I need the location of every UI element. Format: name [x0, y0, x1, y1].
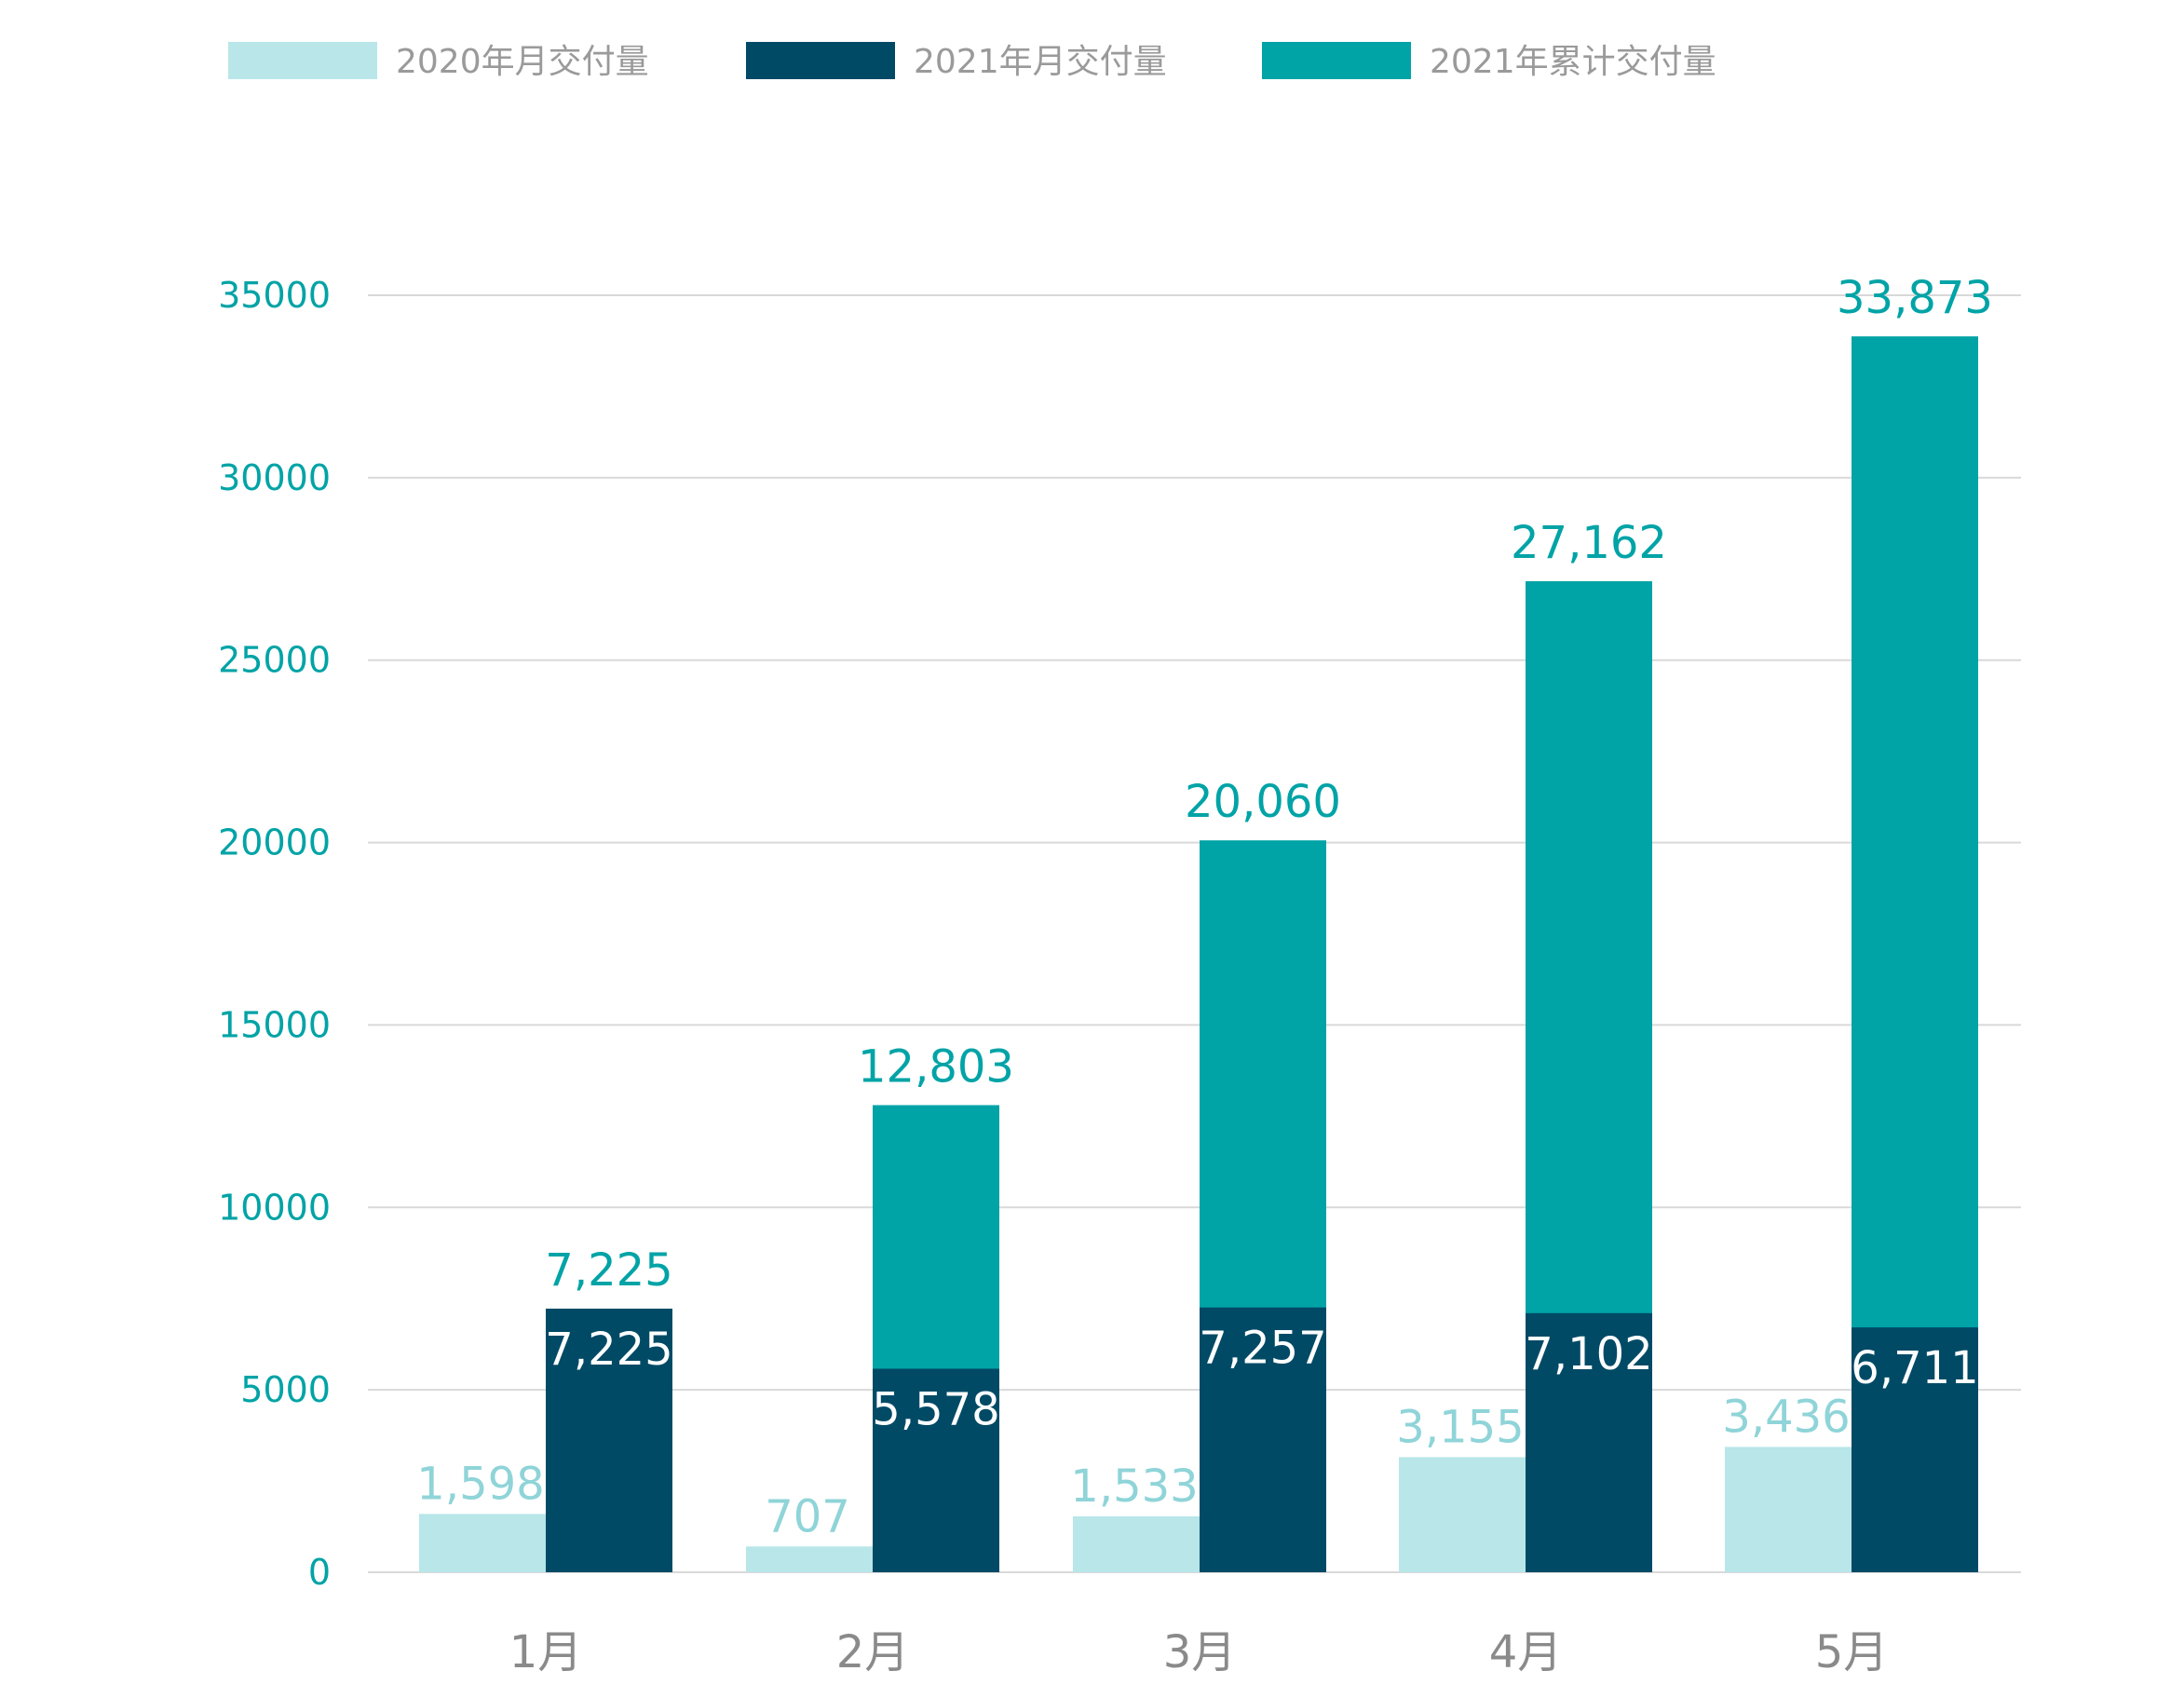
legend-swatch-2 — [746, 42, 895, 79]
y-tick-label-10000: 10000 — [218, 1187, 331, 1228]
bar-2020-2 — [746, 1546, 873, 1572]
label-2021-monthly-5: 6,711 — [1851, 1342, 1978, 1394]
y-tick-label-20000: 20000 — [218, 822, 331, 863]
label-2021-cumulative-2: 12,803 — [858, 1040, 1014, 1093]
label-2021-cumulative-3: 20,060 — [1185, 776, 1341, 828]
x-tick-label-1: 1月 — [509, 1626, 583, 1678]
bar-2021-monthly-3 — [1200, 1307, 1326, 1572]
legend-swatch-1 — [228, 42, 377, 79]
x-tick-label-2: 2月 — [836, 1626, 910, 1678]
bar-2021-monthly-4 — [1526, 1312, 1652, 1572]
label-2021-monthly-2: 5,578 — [872, 1384, 999, 1436]
x-tick-label-3: 3月 — [1163, 1626, 1237, 1678]
y-tick-label-30000: 30000 — [218, 457, 331, 498]
label-2020-5: 3,436 — [1722, 1391, 1850, 1443]
legend-swatch-3 — [1262, 42, 1411, 79]
x-axis: 1月 2月 3月 4月 5月 — [509, 1626, 1889, 1678]
legend-label-3: 2021年累计交付量 — [1430, 43, 1716, 81]
label-2020-1: 1,598 — [416, 1458, 544, 1510]
label-2021-cumulative-1: 7,225 — [545, 1244, 672, 1297]
bar-2020-3 — [1073, 1515, 1200, 1572]
label-2020-3: 1,533 — [1070, 1460, 1198, 1513]
y-tick-label-25000: 25000 — [218, 640, 331, 681]
x-tick-label-4: 4月 — [1489, 1626, 1563, 1678]
data-labels: 1,598 7,225 7,225 707 5,578 12,803 1,533 7,257 2… — [416, 272, 1993, 1542]
legend-label-2: 2021年月交付量 — [914, 43, 1167, 81]
bar-2021-monthly-2 — [873, 1368, 999, 1572]
label-2021-monthly-1: 7,225 — [545, 1324, 672, 1376]
bar-2021-monthly-1 — [546, 1308, 672, 1572]
bar-2020-4 — [1399, 1457, 1526, 1572]
label-2020-2: 707 — [765, 1490, 850, 1542]
bar-2020-1 — [419, 1514, 546, 1572]
y-tick-label-0: 0 — [308, 1552, 331, 1593]
bars — [419, 336, 1978, 1572]
label-2020-4: 3,155 — [1396, 1401, 1524, 1453]
bar-2020-5 — [1725, 1447, 1852, 1572]
label-2021-monthly-4: 7,102 — [1525, 1328, 1652, 1380]
y-tick-label-5000: 5000 — [240, 1369, 331, 1410]
y-tick-label-15000: 15000 — [218, 1004, 331, 1045]
legend-label-1: 2020年月交付量 — [396, 43, 649, 81]
label-2021-cumulative-5: 33,873 — [1837, 272, 1993, 324]
y-tick-label-35000: 35000 — [218, 275, 331, 316]
x-tick-label-5: 5月 — [1815, 1626, 1889, 1678]
label-2021-cumulative-4: 27,162 — [1511, 517, 1667, 569]
legend: 2020年月交付量 2021年月交付量 2021年累计交付量 — [228, 42, 1716, 81]
y-axis: 0 5000 10000 15000 20000 25000 30000 35000 — [218, 275, 331, 1593]
label-2021-monthly-3: 7,257 — [1199, 1323, 1326, 1375]
bar-2021-monthly-5 — [1852, 1327, 1978, 1572]
